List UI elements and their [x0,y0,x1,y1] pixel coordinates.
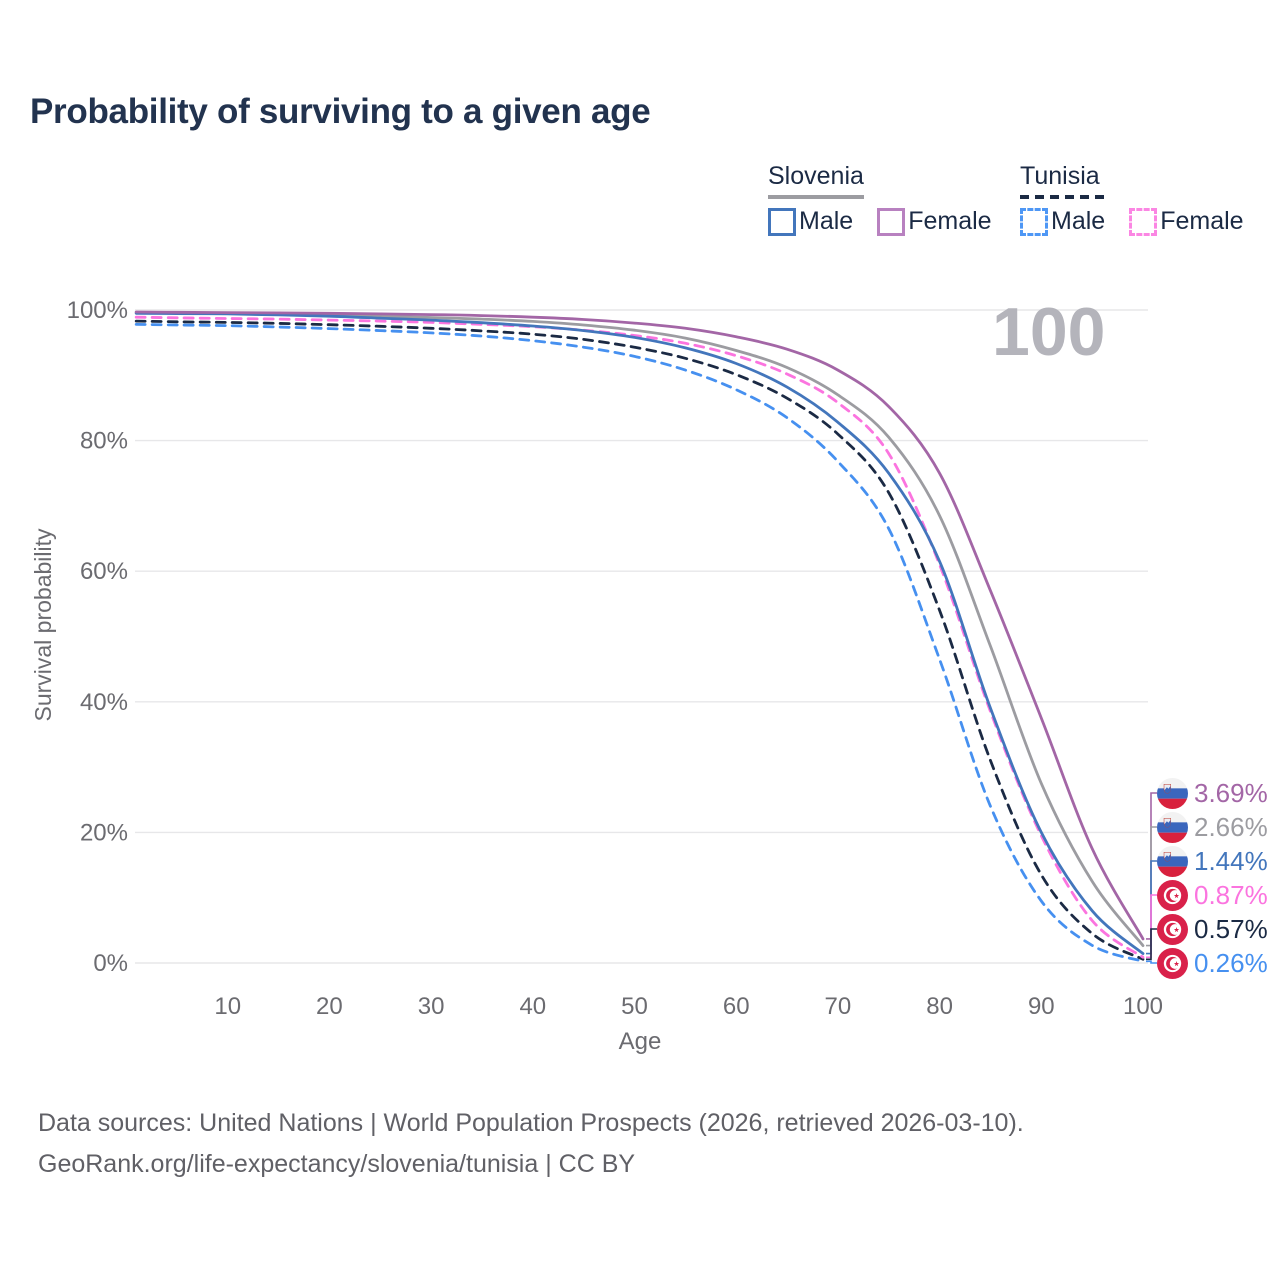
page-title: Probability of surviving to a given age [30,92,651,131]
legend-swatch-solid [877,207,906,236]
end-label-value: 3.69% [1194,777,1268,808]
legend-country-linestyle-solid [768,195,864,199]
leader-line-tunisia-male [1146,960,1157,964]
x-tick-80: 80 [926,993,953,1020]
end-label-value: 2.66% [1194,811,1268,842]
y-tick-80%: 80% [80,428,128,455]
end-label-slovenia-male: 1.44% [1157,845,1268,877]
y-tick-0%: 0% [93,950,128,977]
leader-line-tunisia-both [1146,928,1157,961]
legend-items: Male Female [1020,207,1244,236]
legend-item-slovenia-male[interactable]: Male [768,207,853,236]
curve-tunisia-both [134,319,1145,961]
y-tick-40%: 40% [80,689,128,716]
slovenia-flag-icon [1157,845,1188,877]
x-axis-title: Age [0,1028,1280,1056]
y-axis-title: Survival probability [30,528,56,722]
legend-country-slovenia[interactable]: Slovenia [768,162,864,190]
curve-slovenia-both [134,311,1145,947]
end-label-tunisia-both: 0.57% [1157,913,1268,945]
x-tick-100: 100 [1123,993,1163,1020]
footer-attribution-line: GeoRank.org/life-expectancy/slovenia/tun… [38,1150,636,1178]
y-tick-20%: 20% [80,819,128,846]
end-label-tunisia-male: 0.26% [1157,947,1268,979]
x-tick-90: 90 [1028,993,1055,1020]
x-tick-30: 30 [418,993,445,1020]
x-tick-70: 70 [825,993,852,1020]
x-tick-50: 50 [621,993,648,1020]
tunisia-flag-icon [1157,913,1188,945]
end-label-value: 0.26% [1194,947,1268,978]
tunisia-flag-icon [1157,947,1188,979]
legend-items: Male Female [768,207,992,236]
legend-item-label: Female [1160,207,1244,235]
curve-slovenia-male [134,311,1145,955]
y-tick-60%: 60% [80,558,128,585]
legend-group-tunisia: Tunisia Male Female [1020,162,1244,236]
legend-group-slovenia: Slovenia Male Female [768,162,992,236]
end-label-slovenia-female: 3.69% [1157,777,1268,809]
leader-line-tunisia-female [1146,894,1157,959]
curve-tunisia-female [134,315,1145,959]
legend-swatch-solid [768,207,796,236]
legend-item-label: Male [1051,207,1106,235]
slovenia-flag-icon [1157,777,1188,809]
footer-sources-line: Data sources: United Nations | World Pop… [38,1109,1024,1137]
hovered-age-annotation: 100 [992,294,1106,370]
x-tick-40: 40 [519,993,546,1020]
curve-tunisia-male [134,323,1145,963]
end-label-slovenia-both: 2.66% [1157,811,1268,843]
end-label-value: 0.57% [1194,913,1268,944]
x-axis-title-text: Age [618,1028,662,1055]
legend-country-tunisia[interactable]: Tunisia [1020,162,1100,190]
legend-item-tunisia-female[interactable]: Female [1129,207,1244,236]
legend-item-slovenia-female[interactable]: Female [877,207,992,236]
curve-slovenia-female [134,310,1145,941]
end-label-value: 0.87% [1194,879,1268,910]
legend-swatch-dashed [1020,207,1048,236]
x-tick-60: 60 [723,993,750,1020]
tunisia-flag-icon [1157,879,1188,911]
end-label-value: 1.44% [1194,845,1268,876]
legend-item-label: Male [799,207,854,235]
slovenia-flag-icon [1157,811,1188,843]
end-label-tunisia-female: 0.87% [1157,879,1268,911]
x-tick-20: 20 [316,993,343,1020]
legend-item-tunisia-male[interactable]: Male [1020,207,1105,236]
footer: Data sources: United Nations | World Pop… [38,1103,1024,1185]
legend-country-linestyle-dashed [1020,195,1104,199]
y-tick-100%: 100% [67,297,128,324]
legend-item-label: Female [908,207,992,235]
legend-swatch-dashed [1129,207,1158,236]
x-tick-10: 10 [214,993,241,1020]
